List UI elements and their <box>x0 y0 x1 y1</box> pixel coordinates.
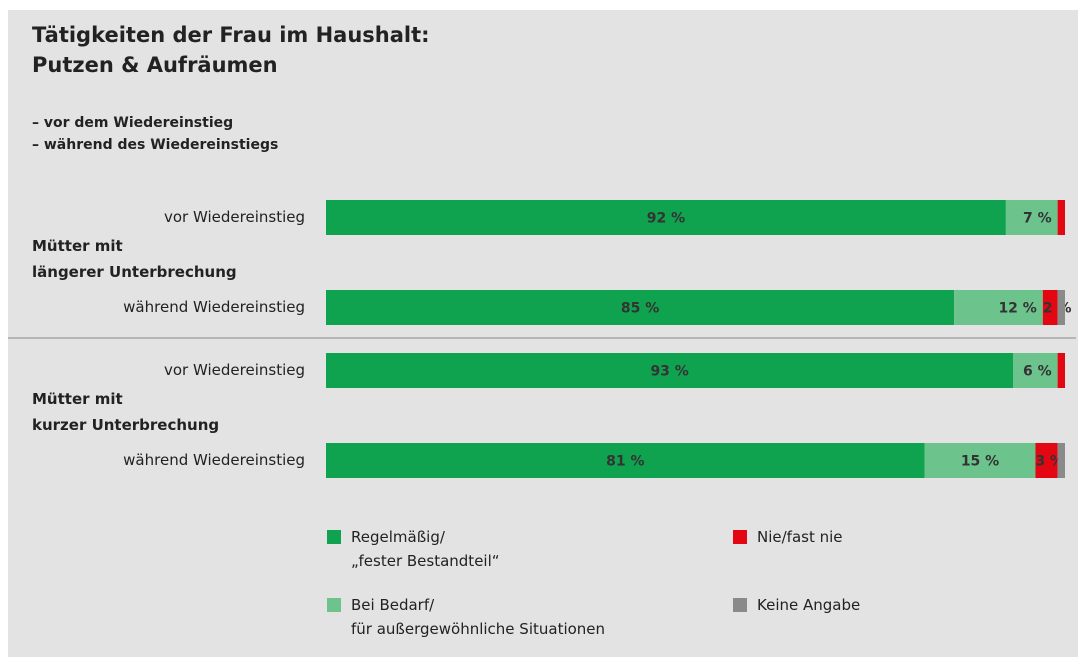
panel <box>8 10 1078 657</box>
chart-title: Tätigkeiten der Frau im Haushalt: Putzen… <box>32 23 430 77</box>
value-label: 15 % <box>961 454 999 470</box>
bar-segment <box>1057 200 1065 235</box>
bar-segment <box>326 200 1006 235</box>
legend-label: Keine Angabe <box>757 596 861 614</box>
bar-segment <box>1035 443 1058 478</box>
legend-label: Bei Bedarf/ für außergewöhnliche Situati… <box>351 596 606 638</box>
value-label: 81 % <box>606 454 644 470</box>
value-label: 2 % <box>1043 301 1072 317</box>
value-label: 12 % <box>998 301 1036 317</box>
group-label: Mütter mit kurzer Unterbrechung <box>32 390 220 434</box>
legend-swatch <box>327 530 341 544</box>
bar-segment <box>1005 200 1058 235</box>
legend-label: Regelmäßig/ „fester Bestandteil“ <box>351 528 500 570</box>
value-label: 7 % <box>1023 211 1052 227</box>
value-label: 6 % <box>1023 364 1052 380</box>
bar-segment <box>1057 353 1065 388</box>
value-label: 92 % <box>647 211 685 227</box>
category-label: während Wiedereinstieg <box>123 451 305 469</box>
bar-segment <box>1042 290 1058 325</box>
value-label: 3 % <box>1035 454 1064 470</box>
bar-segment <box>924 443 1036 478</box>
legend-swatch <box>733 598 747 612</box>
legend-label: Nie/fast nie <box>757 528 843 546</box>
value-label: 85 % <box>621 301 659 317</box>
subtitle: – vor dem Wiedereinstieg – während des W… <box>32 115 279 153</box>
bar-segment <box>326 290 955 325</box>
legend-swatch <box>327 598 341 612</box>
legend-swatch <box>733 530 747 544</box>
category-label: vor Wiedereinstieg <box>164 208 305 226</box>
value-label: 93 % <box>650 364 688 380</box>
bar-segment <box>954 290 1043 325</box>
category-label: während Wiedereinstieg <box>123 298 305 316</box>
bar-segment <box>1057 290 1065 325</box>
bar-segment <box>326 353 1014 388</box>
bar-segment <box>1057 443 1065 478</box>
bar-segment <box>326 443 925 478</box>
group-label: Mütter mit längerer Unterbrechung <box>32 237 237 281</box>
category-label: vor Wiedereinstieg <box>164 361 305 379</box>
bar-segment <box>1013 353 1058 388</box>
